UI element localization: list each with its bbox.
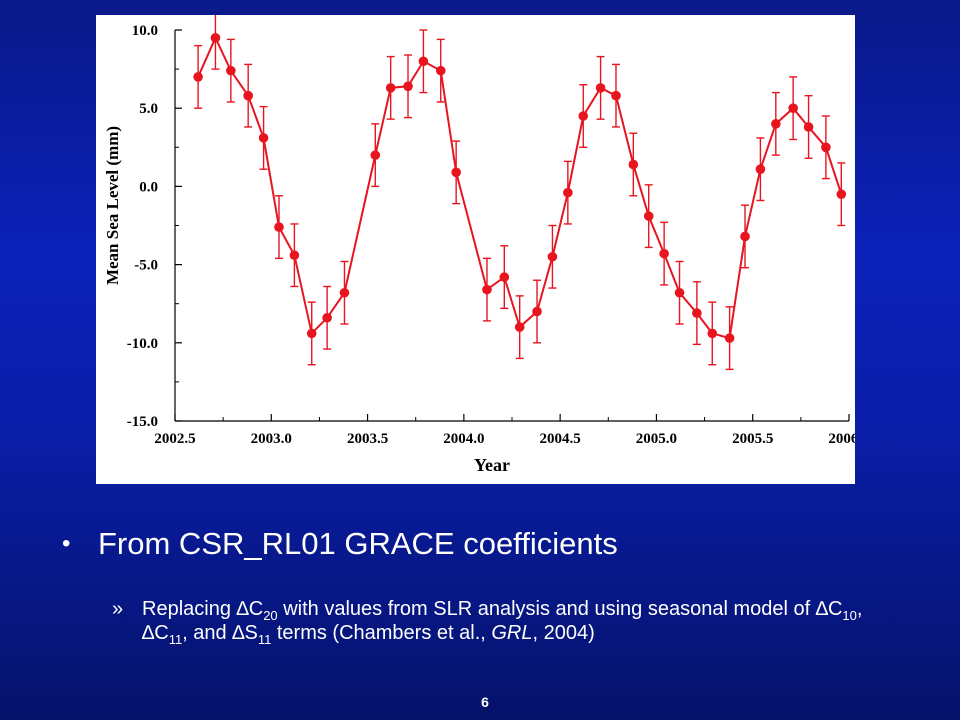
- x-tick-label: 2005.5: [732, 431, 773, 447]
- bullet-dot: •: [62, 530, 71, 557]
- data-point: [532, 306, 542, 317]
- data-point: [836, 189, 847, 200]
- sub-bullet-text: Replacing ∆C20 with values from SLR anal…: [142, 597, 912, 647]
- x-tick-label: 2003.0: [251, 431, 292, 447]
- subscript-10: 10: [842, 608, 857, 623]
- data-point: [788, 103, 798, 113]
- y-tick-label: 0.0: [139, 179, 158, 195]
- subscript-11-c: 11: [168, 632, 183, 647]
- data-point: [611, 90, 621, 101]
- data-point: [322, 312, 332, 323]
- data-point: [306, 328, 317, 339]
- subscript-20: 20: [263, 608, 278, 623]
- y-tick-label: -5.0: [134, 258, 158, 274]
- x-tick-label: 2003.5: [347, 431, 388, 447]
- data-point: [643, 211, 654, 221]
- data-point: [674, 287, 685, 298]
- sub-text-2: with values from SLR analysis and using …: [277, 598, 843, 620]
- data-point: [547, 251, 558, 262]
- data-point: [692, 308, 702, 318]
- data-point: [403, 81, 413, 92]
- x-tick-label: 2004.5: [540, 431, 581, 447]
- data-point: [193, 72, 203, 82]
- sub-bullet-mark: »: [112, 598, 124, 620]
- data-point: [499, 272, 510, 282]
- data-point: [740, 231, 750, 242]
- x-axis-label: Year: [474, 455, 510, 475]
- y-tick-label: -10.0: [127, 336, 158, 352]
- sub-text-5: terms (Chambers et al.,: [271, 622, 492, 644]
- data-point: [771, 119, 781, 129]
- data-point: [482, 284, 492, 295]
- data-point: [210, 33, 221, 43]
- data-point: [821, 142, 831, 153]
- y-tick-label: 10.0: [132, 23, 158, 39]
- data-point: [803, 122, 814, 132]
- sub-text-1: Replacing ∆C: [142, 598, 264, 620]
- data-point: [659, 248, 669, 259]
- data-point: [595, 83, 606, 93]
- data-point: [258, 133, 269, 143]
- sub-text-4: , and ∆S: [182, 622, 258, 644]
- sub-text-6: , 2004): [532, 622, 595, 644]
- data-point: [755, 164, 766, 174]
- data-point: [226, 65, 236, 76]
- data-point: [563, 187, 573, 198]
- data-point: [451, 167, 461, 178]
- journal-name: GRL: [491, 622, 533, 644]
- x-tick-label: 2002.5: [154, 431, 195, 447]
- data-point: [578, 111, 589, 121]
- series-line: [197, 35, 843, 340]
- data-point: [418, 56, 429, 67]
- data-point: [274, 222, 284, 232]
- y-tick-label: 5.0: [139, 101, 158, 117]
- data-point: [385, 83, 396, 93]
- data-point: [514, 322, 525, 332]
- data-point: [289, 250, 300, 261]
- data-point: [339, 287, 350, 298]
- data-point: [724, 333, 735, 343]
- x-tick-label: 2006.0: [828, 431, 855, 447]
- x-tick-label: 2005.0: [636, 431, 677, 447]
- page-number: 6: [481, 694, 489, 710]
- y-tick-label: -15.0: [127, 414, 158, 430]
- y-axis-label: Mean Sea Level (mm): [103, 126, 122, 285]
- main-bullet-text: From CSR_RL01 GRACE coefficients: [98, 526, 618, 561]
- data-point: [243, 90, 253, 101]
- x-tick-label: 2004.0: [443, 431, 484, 447]
- data-point: [435, 65, 446, 76]
- chart-panel: 10.0 5.0 0.0 -5.0 -10.0 -15.0 2002.5 2003.0 2003…: [96, 15, 855, 484]
- data-point: [370, 150, 381, 160]
- sub-text-3: , ∆C: [142, 598, 863, 644]
- data-point: [628, 159, 639, 170]
- data-point: [707, 328, 718, 339]
- subscript-11-s: 11: [257, 632, 272, 647]
